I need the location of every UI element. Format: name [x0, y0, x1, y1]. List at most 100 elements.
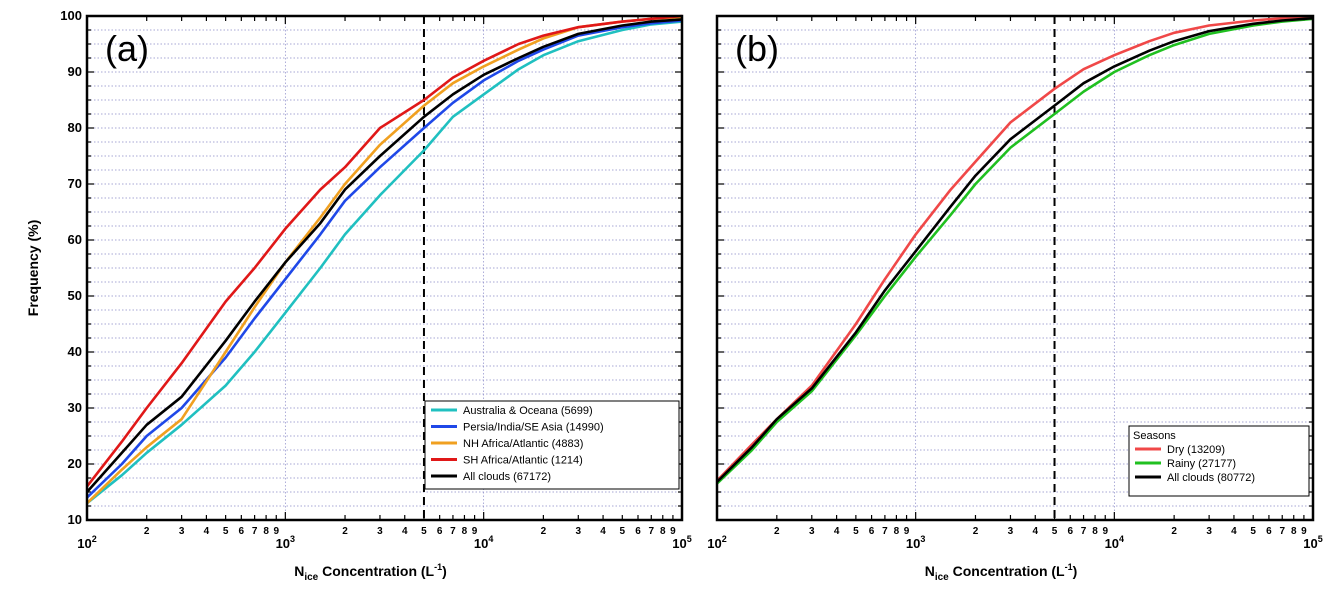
x-minor-tick-label: 2 — [342, 526, 348, 537]
x-axis-label: Nice Concentration (L-1) — [925, 562, 1078, 583]
series-group — [716, 15, 1314, 485]
x-major-tick-label: 102 — [707, 534, 726, 551]
x-minor-tick-label: 9 — [1301, 526, 1307, 537]
x-minor-tick-label: 4 — [600, 526, 606, 537]
legend-entry: All clouds (80772) — [1167, 472, 1255, 484]
plot-frame — [85, 14, 684, 522]
x-minor-tick-label: 8 — [1092, 526, 1098, 537]
x-minor-tick-label: 7 — [648, 526, 654, 537]
x-minor-tick-label: 4 — [204, 526, 210, 537]
x-minor-tick-label: 6 — [1266, 526, 1272, 537]
grid — [87, 16, 682, 520]
y-tick-label: 70 — [68, 176, 82, 191]
x-major-tick-label: 105 — [672, 534, 691, 551]
y-tick-label: 10 — [68, 512, 82, 527]
series-line — [85, 14, 683, 488]
x-axis-label: Nice Concentration (L-1) — [294, 562, 447, 583]
x-minor-tick-label: 6 — [1067, 526, 1073, 537]
panel-label: (a) — [105, 28, 149, 69]
x-minor-tick-label: 4 — [1032, 526, 1038, 537]
x-minor-tick-label: 9 — [904, 526, 910, 537]
x-minor-tick-label: 3 — [576, 526, 582, 537]
series-line — [716, 15, 1314, 482]
x-minor-tick-label: 7 — [882, 526, 888, 537]
x-minor-tick-label: 7 — [1279, 526, 1285, 537]
legend-entry: Persia/India/SE Asia (14990) — [463, 422, 604, 434]
series-line — [86, 18, 683, 493]
series-line — [86, 20, 683, 505]
y-tick-label: 40 — [68, 344, 82, 359]
y-tick-label: 30 — [68, 400, 82, 415]
x-minor-tick-label: 8 — [894, 526, 900, 537]
x-minor-tick-label: 5 — [1052, 526, 1058, 537]
x-minor-tick-label: 5 — [223, 526, 229, 537]
x-major-tick-label: 104 — [1105, 534, 1124, 551]
x-minor-tick-label: 2 — [973, 526, 979, 537]
y-tick-label: 60 — [68, 232, 82, 247]
y-tick-label: 90 — [68, 64, 82, 79]
x-minor-tick-label: 5 — [853, 526, 859, 537]
x-minor-tick-label: 4 — [1231, 526, 1237, 537]
plot-frame — [715, 14, 1315, 522]
series-line — [86, 19, 683, 499]
x-minor-tick-label: 5 — [421, 526, 427, 537]
legend-entry: Dry (13209) — [1167, 444, 1225, 456]
legend: Australia & Oceana (5699) Persia/India/SE… — [424, 400, 680, 490]
legend-box — [1128, 425, 1310, 497]
legend: Seasons Dry (13209) Rainy (27177) All cloud… — [1128, 425, 1310, 497]
x-minor-tick-label: 7 — [1081, 526, 1087, 537]
y-axis-label: Frequency (%) — [25, 220, 41, 316]
x-minor-tick-label: 3 — [809, 526, 815, 537]
x-minor-tick-label: 9 — [472, 526, 478, 537]
x-minor-tick-label: 8 — [462, 526, 468, 537]
x-major-tick-label: 102 — [77, 534, 96, 551]
x-minor-tick-label: 2 — [541, 526, 547, 537]
y-tick-label: 50 — [68, 288, 82, 303]
x-minor-tick-label: 6 — [869, 526, 875, 537]
x-minor-tick-label: 7 — [450, 526, 456, 537]
x-minor-tick-label: 8 — [263, 526, 269, 537]
x-minor-tick-label: 6 — [437, 526, 443, 537]
x-minor-tick-label: 3 — [377, 526, 383, 537]
x-major-tick-label: 103 — [276, 534, 295, 551]
series-line — [716, 17, 1314, 485]
x-minor-tick-label: 9 — [670, 526, 676, 537]
x-minor-tick-label: 6 — [239, 526, 245, 537]
x-minor-tick-label: 7 — [252, 526, 258, 537]
x-major-tick-label: 105 — [1303, 534, 1322, 551]
x-minor-tick-label: 5 — [1250, 526, 1256, 537]
x-minor-tick-label: 3 — [179, 526, 185, 537]
y-tick-label: 100 — [60, 8, 82, 23]
panel-label: (b) — [735, 28, 779, 69]
legend-entry: Australia & Oceana (5699) — [463, 405, 593, 417]
legend-entry: NH Africa/Atlantic (4883) — [463, 438, 583, 450]
x-minor-tick-label: 2 — [774, 526, 780, 537]
legend-entry: All clouds (67172) — [463, 471, 551, 483]
x-minor-tick-label: 9 — [1102, 526, 1108, 537]
x-minor-tick-label: 4 — [402, 526, 408, 537]
x-minor-tick-label: 9 — [273, 526, 279, 537]
series-group — [85, 14, 683, 505]
legend-title: Seasons — [1133, 430, 1176, 442]
x-major-tick-label: 104 — [474, 534, 493, 551]
x-minor-tick-label: 8 — [1291, 526, 1297, 537]
legend-entry: SH Africa/Atlantic (1214) — [463, 455, 583, 467]
y-tick-label: 80 — [68, 120, 82, 135]
x-minor-tick-label: 2 — [1171, 526, 1177, 537]
x-minor-tick-label: 5 — [620, 526, 626, 537]
x-major-tick-label: 103 — [906, 534, 925, 551]
x-minor-tick-label: 3 — [1008, 526, 1014, 537]
x-minor-tick-label: 4 — [834, 526, 840, 537]
series-line — [716, 16, 1314, 483]
x-minor-tick-label: 8 — [660, 526, 666, 537]
legend-box — [424, 400, 680, 490]
x-minor-tick-label: 2 — [144, 526, 150, 537]
legend-entry: Rainy (27177) — [1167, 458, 1236, 470]
x-minor-tick-label: 6 — [635, 526, 641, 537]
x-minor-tick-label: 3 — [1206, 526, 1212, 537]
y-tick-label: 20 — [68, 456, 82, 471]
